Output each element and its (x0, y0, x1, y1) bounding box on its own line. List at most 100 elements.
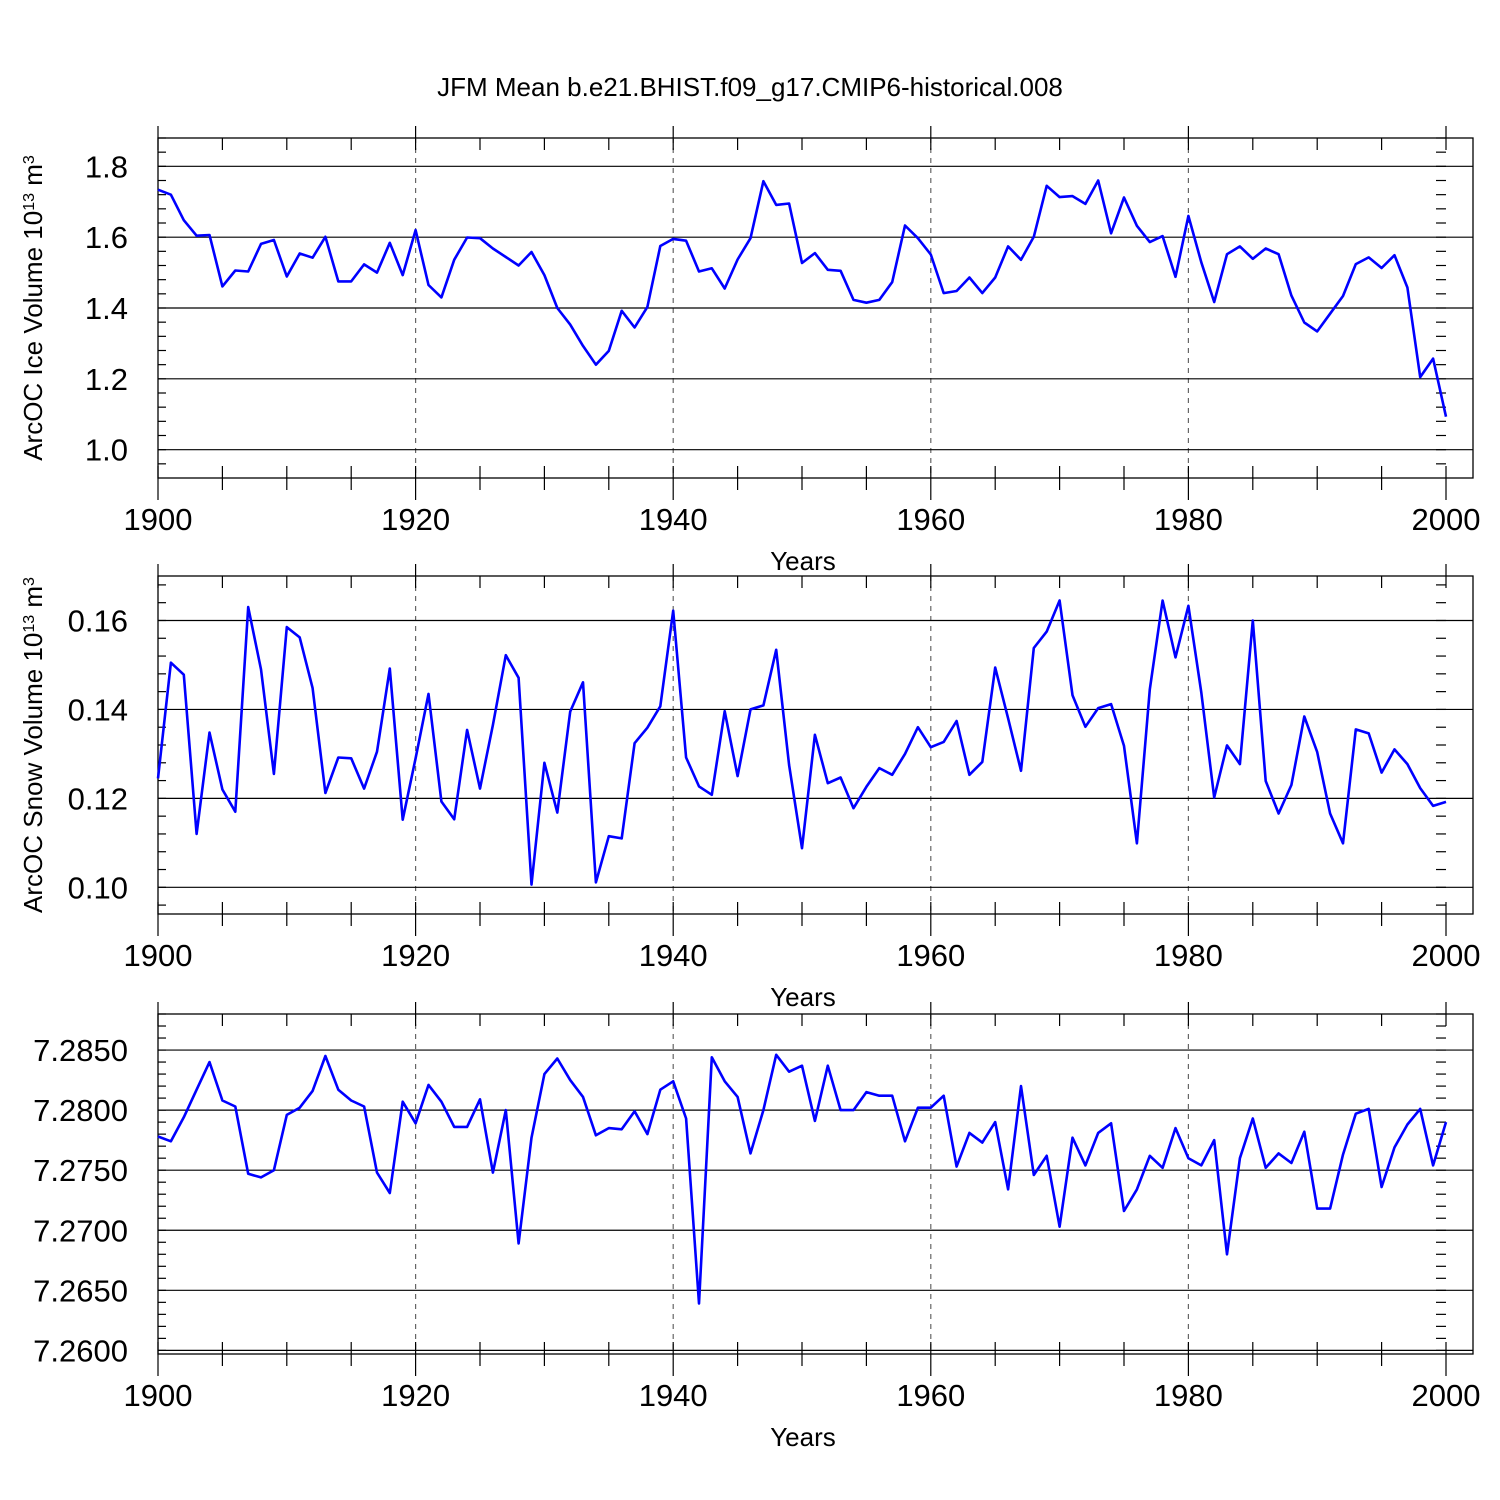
ice-series-line (157, 179, 1448, 417)
third-data-point (1136, 1188, 1138, 1190)
ice-data-point (1445, 416, 1447, 418)
third-data-point (1213, 1139, 1215, 1141)
third-y-tick-label: 7.2800 (33, 1093, 128, 1128)
third-data-point (350, 1099, 352, 1101)
third-plot-frame (157, 1013, 1474, 1355)
third-data-point (221, 1099, 223, 1101)
ice-data-point (1264, 247, 1266, 249)
snow-data-point (1419, 787, 1421, 789)
ice-data-point (517, 264, 519, 266)
third-x-axis-label: Years (770, 1422, 836, 1452)
third-data-point (1342, 1153, 1344, 1155)
third-data-point (646, 1133, 648, 1135)
snow-data-point (981, 761, 983, 763)
third-data-point (968, 1132, 970, 1134)
snow-data-point (1136, 842, 1138, 844)
snow-data-point (827, 782, 829, 784)
ice-data-point (1161, 235, 1163, 237)
third-data-point (1368, 1108, 1370, 1110)
third-data-point (917, 1107, 919, 1109)
third-x-tick-label: 1960 (896, 1378, 965, 1413)
ice-data-point (234, 269, 236, 271)
snow-data-point (904, 753, 906, 755)
third-data-point (1046, 1155, 1048, 1157)
ice-y-axis-label-unit: m (18, 164, 48, 193)
ice-data-point (1226, 253, 1228, 255)
third-data-point (1161, 1167, 1163, 1169)
third-data-point (505, 1109, 507, 1111)
ice-data-point (1020, 259, 1022, 261)
snow-data-point (775, 649, 777, 651)
ice-data-point (994, 276, 996, 278)
snow-data-point (968, 774, 970, 776)
third-data-point (479, 1098, 481, 1100)
snow-data-point (183, 674, 185, 676)
snow-data-point (337, 756, 339, 758)
snow-data-point (440, 800, 442, 802)
snow-data-point (1058, 599, 1060, 601)
third-data-point (775, 1054, 777, 1056)
ice-data-point (569, 323, 571, 325)
snow-data-point (1174, 656, 1176, 658)
snow-data-point (363, 787, 365, 789)
snow-data-point (402, 819, 404, 821)
ice-data-point (1342, 295, 1344, 297)
snow-data-point (1084, 726, 1086, 728)
ice-data-point (672, 238, 674, 240)
ice-y-tick-label: 1.0 (85, 433, 128, 468)
ice-data-point (917, 237, 919, 239)
third-data-point (517, 1242, 519, 1244)
snow-series-line (156, 599, 1447, 886)
ice-data-point (324, 236, 326, 238)
snow-data-point (273, 773, 275, 775)
snow-y-axis-label-unit: m (18, 586, 48, 615)
third-data-point (1380, 1186, 1382, 1188)
snow-data-point (1097, 707, 1099, 709)
snow-data-point (517, 677, 519, 679)
third-x-tick-label: 2000 (1412, 1378, 1481, 1413)
snow-x-axis-label: Years (770, 982, 836, 1012)
ice-data-point (440, 296, 442, 298)
third-data-point (620, 1128, 622, 1130)
ice-data-point (414, 229, 416, 231)
snow-data-point (1264, 780, 1266, 782)
snow-x-tick-label: 1920 (381, 938, 450, 973)
third-data-point (1252, 1117, 1254, 1119)
ice-data-point (427, 284, 429, 286)
third-series-line (157, 1053, 1448, 1305)
third-data-point (1071, 1137, 1073, 1139)
ice-data-point (1316, 330, 1318, 332)
third-data-point (891, 1094, 893, 1096)
third-data-point (930, 1107, 932, 1109)
snow-data-point (1342, 842, 1344, 844)
snow-data-point (556, 811, 558, 813)
third-data-point (1020, 1085, 1022, 1087)
snow-data-point (170, 662, 172, 664)
third-data-point (298, 1107, 300, 1109)
ice-data-point (1007, 245, 1009, 247)
snow-data-point (749, 708, 751, 710)
third-data-point (1264, 1167, 1266, 1169)
snow-data-point (1033, 647, 1035, 649)
ice-data-point (1058, 196, 1060, 198)
snow-data-point (479, 787, 481, 789)
ice-data-point (1368, 256, 1370, 258)
snow-data-point (569, 710, 571, 712)
snow-data-point (234, 811, 236, 813)
ice-data-point (981, 292, 983, 294)
ice-y-axis-label-unit-exponent: 3 (21, 155, 38, 164)
snow-data-point (247, 606, 249, 608)
ice-data-point (247, 270, 249, 272)
ice-data-point (1046, 185, 1048, 187)
third-data-point (260, 1176, 262, 1178)
third-y-tick-label: 7.2650 (33, 1273, 128, 1308)
snow-data-point (1110, 703, 1112, 705)
snow-data-point (1020, 770, 1022, 772)
snow-data-point (685, 756, 687, 758)
third-data-point (736, 1096, 738, 1098)
ice-y-tick-label: 1.2 (85, 362, 128, 397)
ice-data-point (1033, 236, 1035, 238)
snow-data-point (376, 750, 378, 752)
snow-data-point (930, 746, 932, 748)
snow-y-axis-label-exponent: 13 (21, 615, 38, 633)
